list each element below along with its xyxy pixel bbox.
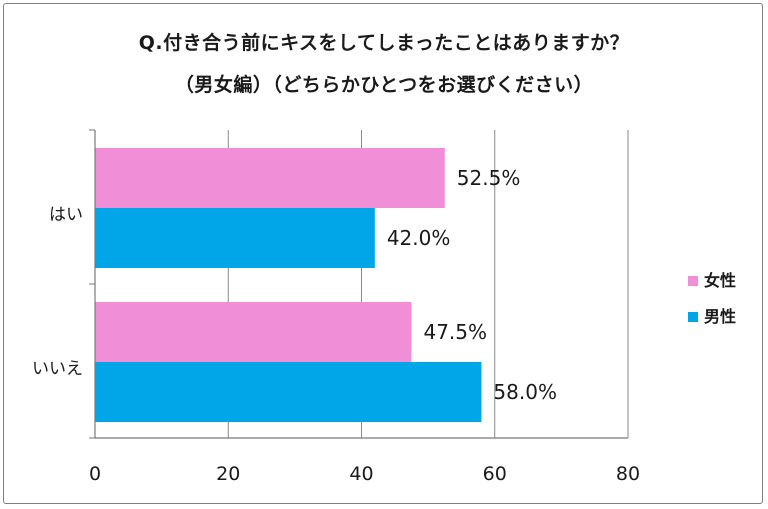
legend-swatch bbox=[688, 312, 698, 322]
legend-swatch bbox=[688, 276, 698, 286]
data-label: 42.0% bbox=[387, 226, 451, 250]
bar bbox=[95, 148, 445, 208]
chart-frame bbox=[3, 3, 763, 504]
category-label: いいえ bbox=[32, 359, 83, 379]
bar bbox=[95, 302, 412, 362]
x-tick-label: 60 bbox=[483, 463, 507, 485]
x-tick-label: 80 bbox=[616, 463, 640, 485]
x-tick-label: 0 bbox=[89, 463, 101, 485]
category-label: はい bbox=[49, 205, 83, 225]
data-label: 52.5% bbox=[457, 166, 521, 190]
x-tick-label: 20 bbox=[216, 463, 240, 485]
data-labels: 52.5% 42.0% 47.5% 58.0% bbox=[387, 166, 557, 404]
legend-label: 女性 bbox=[704, 271, 736, 290]
legend-label: 男性 bbox=[704, 307, 736, 326]
bar bbox=[95, 208, 375, 268]
chart-subtitle: （男女編）（どちらかひとつをお選びください） bbox=[174, 74, 594, 96]
data-label: 47.5% bbox=[423, 320, 487, 344]
data-label: 58.0% bbox=[493, 380, 557, 404]
x-tick-label: 40 bbox=[349, 463, 373, 485]
bars bbox=[95, 148, 482, 422]
bar bbox=[95, 362, 482, 422]
chart-title: Q.付き合う前にキスをしてしまったことはありますか？ bbox=[138, 32, 630, 54]
